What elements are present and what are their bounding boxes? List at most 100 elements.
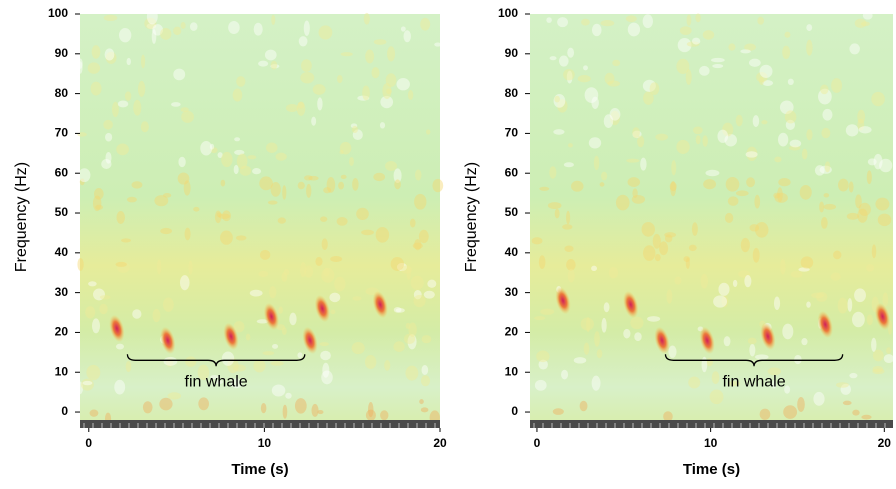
noise-speckle — [252, 168, 262, 175]
noise-speckle — [214, 210, 222, 224]
noise-speckle — [852, 311, 865, 328]
noise-speckle — [685, 257, 690, 269]
noise-speckle — [744, 43, 756, 51]
y-tick-label: 80 — [55, 86, 69, 100]
noise-speckle — [364, 355, 377, 370]
y-tick-label: 20 — [505, 325, 519, 339]
noise-speckle — [837, 297, 848, 314]
noise-speckle — [785, 119, 795, 131]
noise-speckle — [236, 153, 248, 169]
noise-speckle — [384, 360, 391, 371]
noise-speckle — [547, 202, 562, 210]
noise-speckle — [116, 143, 129, 156]
noise-speckle — [553, 129, 565, 135]
noise-speckle — [782, 323, 794, 340]
noise-speckle — [183, 180, 191, 196]
call — [372, 290, 388, 319]
noise-speckle — [420, 17, 431, 31]
noise-speckle — [329, 292, 341, 303]
noise-speckle — [93, 288, 105, 301]
noise-speckle — [700, 273, 708, 289]
noise-speckle — [813, 391, 825, 406]
noise-speckle — [581, 18, 590, 26]
noise-speckle — [711, 371, 720, 385]
noise-speckle — [260, 403, 267, 414]
noise-speckle — [409, 218, 416, 228]
noise-speckle — [866, 170, 872, 185]
noise-speckle — [249, 289, 263, 297]
noise-speckle — [761, 120, 768, 125]
noise-speckle — [627, 177, 641, 187]
noise-speckle — [77, 257, 84, 271]
noise-speckle — [747, 337, 757, 345]
x-tick-label: 20 — [433, 436, 447, 450]
noise-speckle — [162, 193, 172, 198]
noise-speckle — [180, 22, 186, 29]
noise-speckle — [801, 148, 808, 160]
noise-speckle — [289, 312, 297, 326]
noise-speckle — [401, 265, 412, 274]
spectrogram-background — [80, 14, 440, 420]
noise-speckle — [407, 334, 417, 350]
noise-speckle — [303, 20, 310, 36]
noise-speckle — [162, 297, 174, 312]
noise-speckle — [655, 133, 668, 141]
noise-speckle — [197, 364, 210, 381]
noise-speckle — [371, 67, 380, 79]
y-tick-label: 70 — [505, 126, 519, 140]
noise-speckle — [632, 188, 638, 199]
x-axis-title: Time (s) — [683, 461, 740, 478]
noise-speckle — [566, 210, 571, 225]
noise-speckle — [301, 59, 312, 72]
noise-speckle — [759, 64, 773, 79]
noise-speckle — [285, 392, 292, 399]
noise-speckle — [271, 344, 279, 349]
noise-speckle — [627, 22, 641, 37]
noise-speckle — [668, 345, 677, 358]
noise-speckle — [159, 397, 173, 411]
noise-speckle — [883, 354, 894, 364]
noise-speckle — [220, 179, 226, 187]
noise-speckle — [699, 65, 710, 76]
noise-speckle — [395, 308, 405, 313]
noise-speckle — [866, 264, 875, 272]
noise-speckle — [413, 294, 426, 308]
y-tick-label: 60 — [505, 165, 519, 179]
noise-speckle — [626, 158, 640, 163]
noise-speckle — [709, 389, 724, 405]
noise-speckle — [434, 42, 442, 47]
noise-speckle — [105, 132, 113, 142]
noise-speckle — [705, 169, 720, 177]
noise-speckle — [676, 58, 690, 75]
noise-speckle — [762, 80, 774, 87]
y-tick-label: 0 — [61, 404, 68, 418]
noise-speckle — [686, 14, 692, 26]
noise-speckle — [612, 59, 621, 67]
noise-speckle — [683, 256, 691, 262]
noise-speckle — [583, 65, 588, 71]
noise-speckle — [356, 207, 369, 220]
noise-speckle — [421, 335, 432, 344]
noise-speckle — [99, 303, 108, 315]
noise-speckle — [270, 60, 278, 70]
noise-speckle — [615, 194, 630, 211]
noise-speckle — [188, 260, 193, 275]
noise-speckle — [173, 26, 182, 36]
noise-speckle — [338, 181, 345, 190]
noise-speckle — [820, 84, 829, 95]
noise-speckle — [367, 402, 374, 418]
call — [263, 302, 280, 331]
noise-speckle — [407, 90, 414, 100]
noise-speckle — [228, 20, 240, 35]
noise-speckle — [146, 8, 158, 25]
noise-speckle — [858, 126, 872, 134]
noise-speckle — [131, 181, 143, 189]
noise-speckle — [271, 384, 286, 397]
noise-speckle — [361, 229, 374, 236]
noise-speckle — [846, 212, 859, 220]
noise-speckle — [691, 37, 701, 45]
noise-speckle — [549, 166, 557, 179]
noise-speckle — [154, 195, 169, 207]
noise-speckle — [239, 165, 252, 176]
